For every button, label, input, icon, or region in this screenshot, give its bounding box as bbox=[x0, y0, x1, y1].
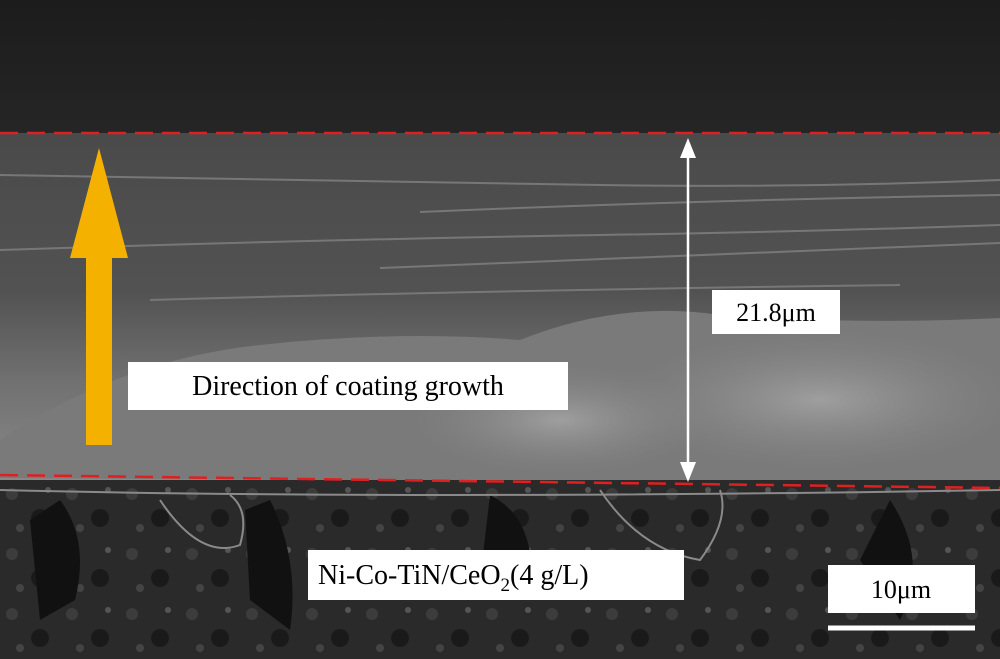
sample-label: Ni-Co-TiN/CeO2(4 g/L) bbox=[318, 560, 589, 596]
scale-box bbox=[828, 565, 975, 613]
growth-label: Direction of coating growth bbox=[192, 371, 504, 402]
label-box bbox=[308, 550, 684, 600]
sample-condition: (4 g/L) bbox=[510, 560, 589, 591]
label-box bbox=[128, 362, 568, 410]
texture bbox=[620, 330, 1000, 470]
growth-streaks bbox=[0, 174, 1000, 301]
growth-arrow bbox=[70, 148, 128, 445]
thickness-label: 21.8μm bbox=[736, 298, 816, 327]
bottom-boundary bbox=[0, 473, 1000, 490]
sample-formula: Ni-Co-TiN/CeO bbox=[318, 560, 501, 591]
sample-subscript: 2 bbox=[501, 575, 511, 596]
substrate-edges bbox=[0, 489, 1000, 562]
label-box bbox=[712, 290, 840, 334]
thickness-arrow bbox=[680, 138, 696, 482]
vacuum-region bbox=[0, 0, 1000, 140]
scale-label: 10μm bbox=[871, 575, 931, 604]
